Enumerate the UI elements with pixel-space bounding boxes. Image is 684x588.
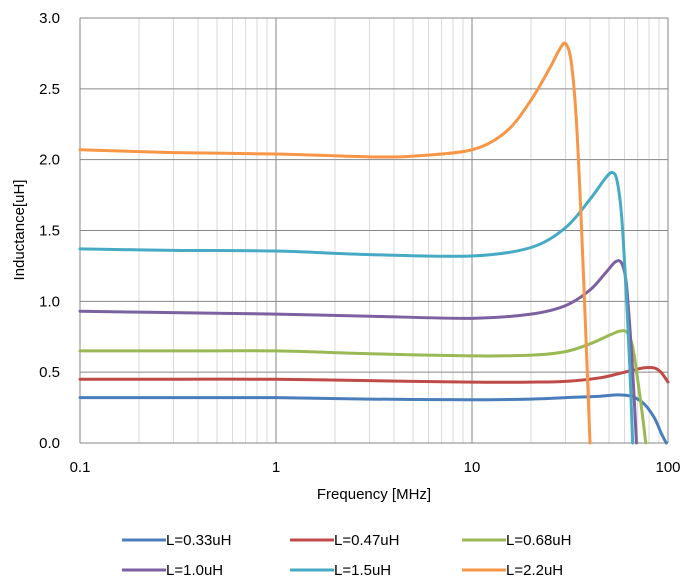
y-tick-label: 0.5 xyxy=(39,364,60,381)
x-tick-label: 100 xyxy=(655,459,680,476)
legend-label: L=1.0uH xyxy=(166,562,223,579)
legend-label: L=0.47uH xyxy=(334,532,399,549)
series-layer xyxy=(78,41,670,445)
y-tick-labels: 0.0 0.5 1.0 1.5 2.0 2.5 3.0 xyxy=(39,10,60,452)
legend-label: L=2.2uH xyxy=(506,562,563,579)
x-tick-labels: 0.1 1 10 100 xyxy=(70,459,681,476)
series-line-1 xyxy=(78,393,668,445)
y-tick-label: 1.0 xyxy=(39,293,60,310)
series-line-2 xyxy=(78,365,670,384)
series-line-6 xyxy=(78,41,592,445)
y-tick-label: 3.0 xyxy=(39,10,60,27)
legend-item: L=2.2uH xyxy=(462,562,563,579)
legend-item: L=1.0uH xyxy=(122,562,223,579)
legend-item: L=0.47uH xyxy=(290,532,399,549)
y-axis-title: Inductance[uH] xyxy=(11,180,28,281)
legend-item: L=0.33uH xyxy=(122,532,231,549)
x-tick-label: 1 xyxy=(272,459,280,476)
y-tick-label: 1.5 xyxy=(39,223,60,240)
legend-item: L=1.5uH xyxy=(290,562,391,579)
major-grid xyxy=(79,17,669,444)
x-tick-label: 0.1 xyxy=(70,459,91,476)
x-tick-label: 10 xyxy=(464,459,481,476)
legend-label: L=1.5uH xyxy=(334,562,391,579)
y-tick-label: 0.0 xyxy=(39,435,60,452)
series-line-5 xyxy=(78,170,635,445)
legend: L=0.33uH L=0.47uH L=0.68uH L=1.0uH L=1.5uH L=… xyxy=(122,532,571,579)
legend-item: L=0.68uH xyxy=(462,532,571,549)
legend-label: L=0.33uH xyxy=(166,532,231,549)
y-tick-label: 2.5 xyxy=(39,81,60,98)
series-line-3 xyxy=(78,329,648,445)
x-axis-title: Frequency [MHz] xyxy=(317,486,431,503)
y-tick-label: 2.0 xyxy=(39,152,60,169)
legend-label: L=0.68uH xyxy=(506,532,571,549)
